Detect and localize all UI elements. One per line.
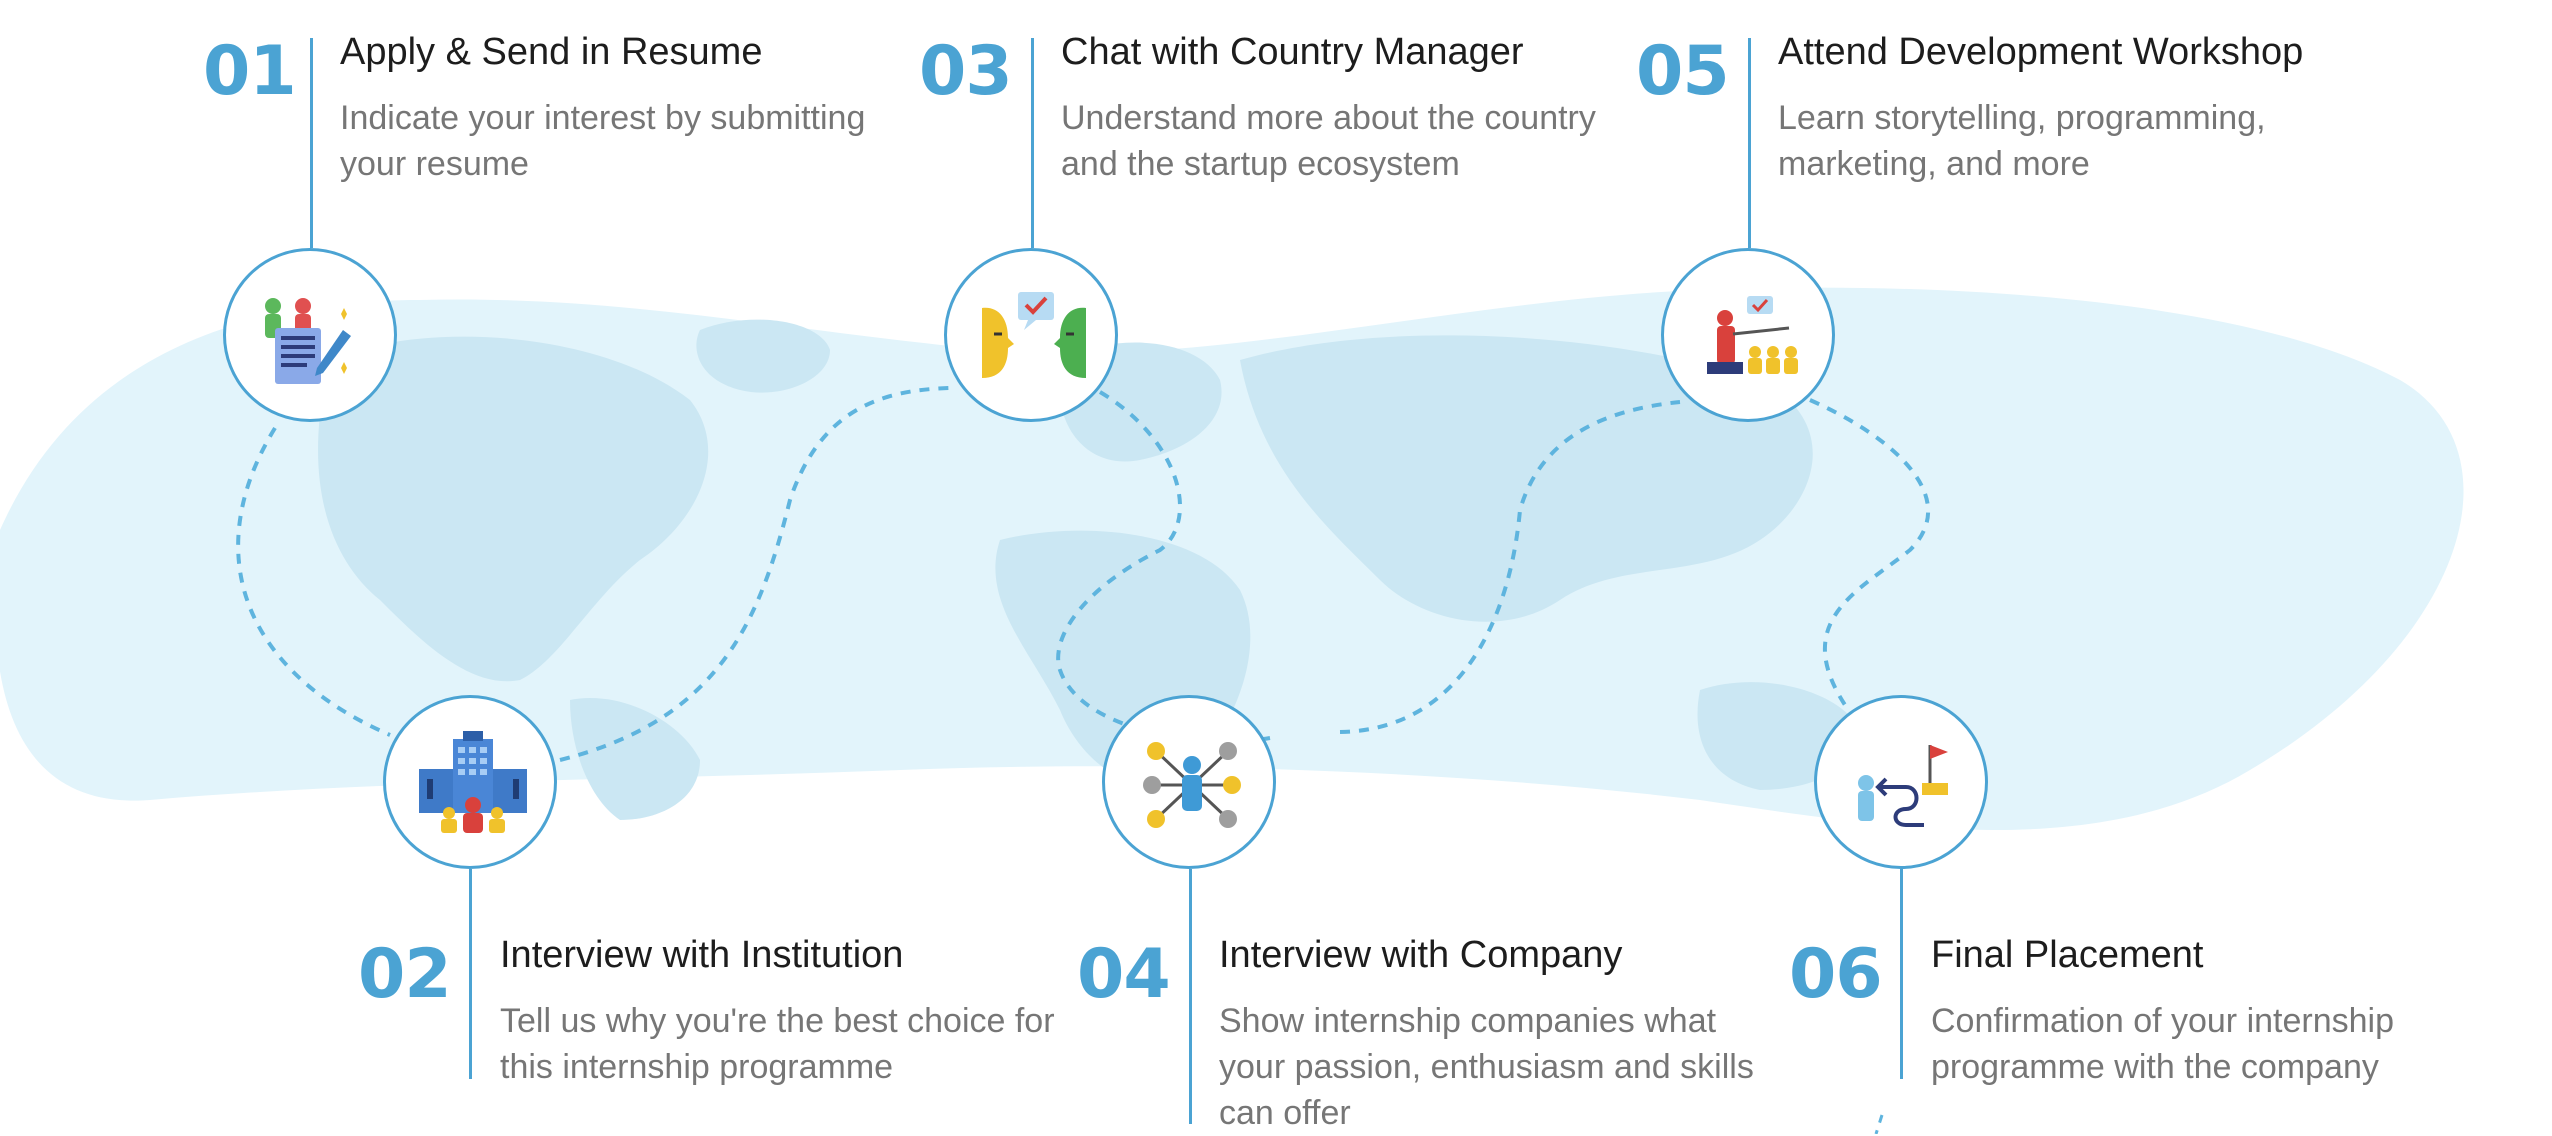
step-05-icon-circle (1661, 248, 1835, 422)
step-05-number: 05 (1636, 32, 1730, 111)
step-06-description: Confirmation of your internship programm… (1931, 1002, 2395, 1086)
step-01-icon-circle (223, 248, 397, 422)
dashed-tail (1874, 1114, 1884, 1134)
step-04-title: Interview with Company (1219, 934, 1623, 976)
institution-building-icon (419, 731, 527, 833)
step-05-description: Learn storytelling, programming, marketi… (1778, 99, 2266, 183)
step-03-connector (1031, 38, 1034, 248)
step-01-title: Apply & Send in Resume (340, 31, 763, 73)
path-flag-icon (1858, 745, 1948, 827)
dashed-journey-path (236, 386, 1931, 762)
step-02-connector (469, 869, 472, 1079)
step-01-description: Indicate your interest by submitting you… (340, 99, 866, 183)
south-america-shape (570, 698, 700, 820)
step-05-connector (1748, 38, 1751, 248)
network-money-icon (1143, 742, 1241, 828)
step-04-number: 04 (1077, 935, 1171, 1014)
step-06-number: 06 (1789, 935, 1883, 1014)
greenland-shape (696, 319, 830, 393)
step-02-icon-circle (383, 695, 557, 869)
step-03-description: Understand more about the country and th… (1061, 99, 1596, 183)
step-04-connector (1189, 869, 1192, 1124)
step-01-number: 01 (203, 32, 297, 111)
step-06-connector (1900, 869, 1903, 1079)
resume-icon (265, 298, 351, 384)
asia-shape (1240, 335, 1813, 622)
step-03-icon-circle (944, 248, 1118, 422)
step-04-icon-circle (1102, 695, 1276, 869)
step-03-number: 03 (919, 32, 1013, 111)
presentation-icon (1707, 296, 1798, 374)
step-02-number: 02 (358, 935, 452, 1014)
step-01-connector (310, 38, 313, 248)
step-05-title: Attend Development Workshop (1778, 31, 2304, 73)
north-america-shape (318, 336, 709, 682)
step-04-description: Show internship companies what your pass… (1219, 1002, 1754, 1132)
step-03-title: Chat with Country Manager (1061, 31, 1524, 73)
step-06-title: Final Placement (1931, 934, 2204, 976)
step-06-icon-circle (1814, 695, 1988, 869)
step-02-title: Interview with Institution (500, 934, 904, 976)
step-02-description: Tell us why you're the best choice for t… (500, 1002, 1055, 1086)
chat-faces-icon (982, 292, 1086, 378)
